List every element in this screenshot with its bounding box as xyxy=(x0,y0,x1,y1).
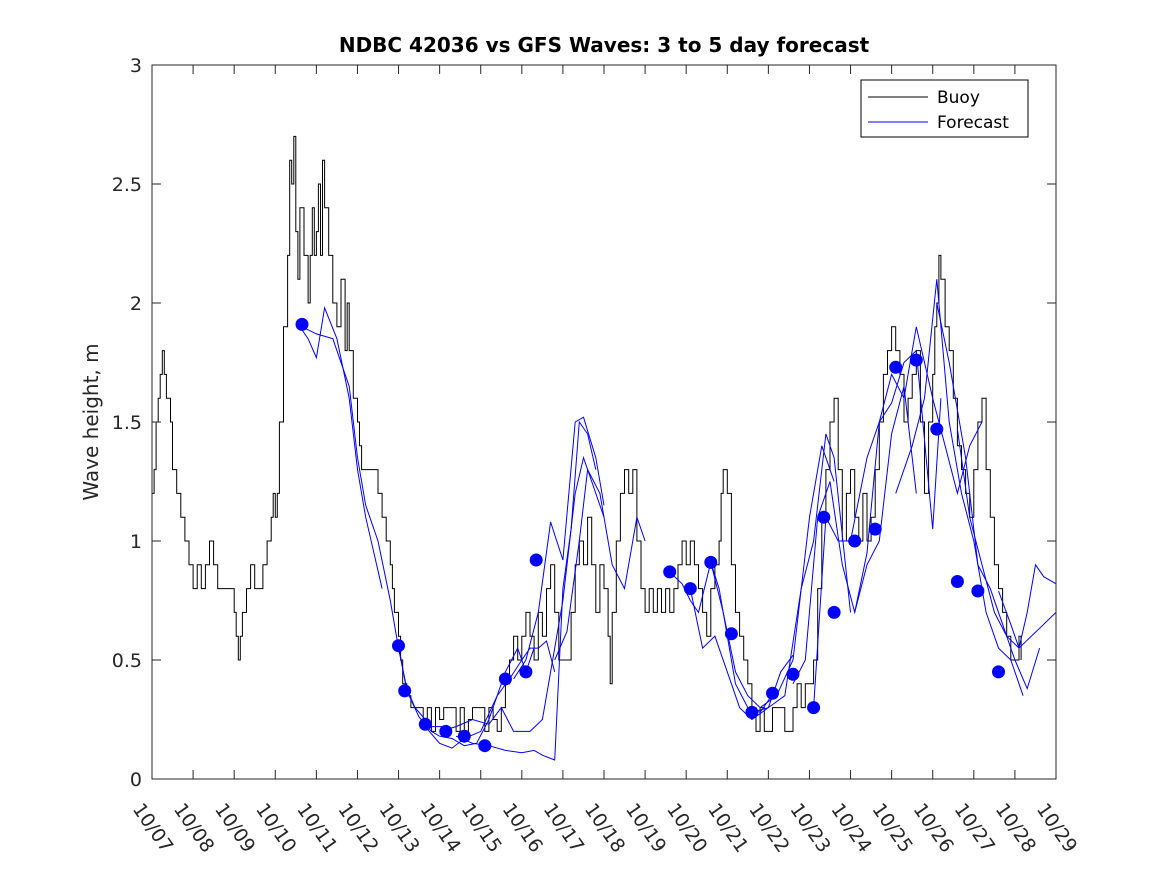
forecast-marker-5 xyxy=(439,724,453,738)
y-tick-label: 2.5 xyxy=(112,174,142,196)
forecast-marker-13 xyxy=(704,555,718,569)
legend-box xyxy=(860,79,1029,138)
forecast-marker-19 xyxy=(817,510,831,524)
forecast-run-line-15 xyxy=(854,326,983,613)
forecast-marker-4 xyxy=(418,717,432,731)
forecast-marker-1 xyxy=(295,317,309,331)
legend: Buoy Forecast xyxy=(860,79,1029,138)
buoy-series-line xyxy=(152,135,1022,732)
forecast-marker-24 xyxy=(909,353,923,367)
forecast-marker-12 xyxy=(683,582,697,596)
forecast-run-line-16 xyxy=(895,279,1024,696)
legend-buoy-label: Buoy xyxy=(937,88,980,108)
y-tick-label: 1.5 xyxy=(112,412,142,434)
forecast-marker-21 xyxy=(848,534,862,548)
forecast-marker-17 xyxy=(786,667,800,681)
forecast-marker-6 xyxy=(457,729,471,743)
y-tick-label: 1 xyxy=(130,531,142,553)
forecast-marker-8 xyxy=(498,672,512,686)
forecast-marker-23 xyxy=(889,360,903,374)
forecast-run-line-18 xyxy=(956,429,1057,649)
forecast-marker-28 xyxy=(992,665,1005,679)
legend-forecast-label: Forecast xyxy=(937,113,1009,133)
y-tick-label: 0 xyxy=(130,769,142,791)
forecast-marker-25 xyxy=(930,422,944,436)
forecast-run-line-8 xyxy=(554,467,646,661)
forecast-marker-11 xyxy=(663,565,677,579)
forecast-marker-20 xyxy=(827,605,841,619)
forecast-marker-9 xyxy=(519,665,533,679)
forecast-run-line-3 xyxy=(398,645,535,747)
forecast-marker-7 xyxy=(478,739,492,753)
forecast-marker-3 xyxy=(398,684,412,698)
forecast-marker-2 xyxy=(392,639,405,653)
forecast-marker-10 xyxy=(529,553,543,567)
forecast-run-line-5 xyxy=(439,455,605,732)
forecast-marker-18 xyxy=(807,701,821,715)
forecast-marker-26 xyxy=(950,575,964,588)
forecast-marker-14 xyxy=(724,627,738,641)
forecast-run-line-12 xyxy=(751,433,851,713)
forecast-run-line-17 xyxy=(936,302,1041,691)
forecast-run-line-4 xyxy=(422,640,556,749)
forecast-run-line-10 xyxy=(689,588,794,721)
forecast-run-line-19 xyxy=(998,563,1057,650)
forecast-marker-16 xyxy=(766,686,779,700)
y-tick-label: 2 xyxy=(130,293,142,315)
forecast-marker-15 xyxy=(745,705,759,719)
forecast-marker-27 xyxy=(971,584,985,598)
y-tick-label: 3 xyxy=(130,55,142,77)
y-tick-label: 0.5 xyxy=(112,650,142,672)
series-layer xyxy=(152,135,1057,761)
forecast-run-line-11 xyxy=(710,445,835,709)
forecast-marker-22 xyxy=(868,522,882,536)
y-axis-label: Wave height, m xyxy=(79,343,103,500)
forecast-run-line-7 xyxy=(513,416,605,680)
chart-title: NDBC 42036 vs GFS Waves: 3 to 5 day fore… xyxy=(339,33,870,57)
